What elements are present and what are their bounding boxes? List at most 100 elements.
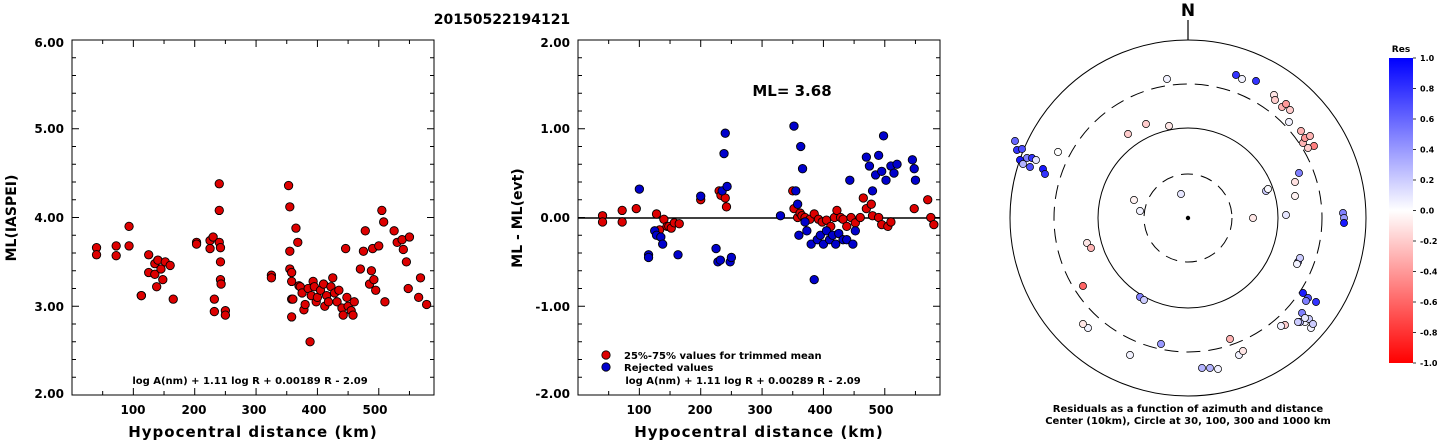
colorbar-gradient bbox=[1389, 58, 1413, 363]
y-tick-label: -2.00 bbox=[535, 387, 570, 401]
rejected-point bbox=[878, 131, 889, 141]
caption-line-1: Residuals as a function of azimuth and d… bbox=[1053, 404, 1324, 415]
data-point bbox=[342, 292, 352, 303]
y-tick-label: 4.00 bbox=[34, 211, 64, 225]
rejected-point bbox=[791, 186, 801, 196]
data-point bbox=[389, 226, 399, 236]
data-point bbox=[293, 237, 303, 248]
data-point bbox=[369, 274, 379, 285]
station-point bbox=[1304, 144, 1312, 152]
station-point bbox=[1285, 118, 1293, 126]
panel-azimuth: N Residuals as a function of azimuth and… bbox=[1009, 1, 1367, 427]
ring-30km bbox=[1143, 173, 1233, 263]
x-axis-label: Hypocentral distance (km) bbox=[634, 423, 884, 441]
rejected-point bbox=[845, 175, 855, 185]
x-tick-label: 400 bbox=[301, 403, 326, 417]
station-point bbox=[1026, 163, 1034, 171]
rejected-point bbox=[775, 211, 786, 221]
data-point bbox=[215, 243, 226, 253]
data-point bbox=[355, 264, 366, 274]
station-point bbox=[1271, 96, 1279, 104]
data-point bbox=[288, 294, 298, 304]
axis-ticks bbox=[578, 40, 940, 395]
station-point bbox=[1177, 190, 1185, 198]
trimmed-point bbox=[617, 205, 627, 216]
station-point bbox=[1163, 75, 1171, 83]
rejected-point bbox=[720, 128, 730, 138]
rejected-point bbox=[815, 230, 826, 240]
data-point bbox=[111, 241, 121, 251]
station-point bbox=[1198, 364, 1206, 372]
station-point bbox=[1011, 137, 1019, 145]
rejected-point bbox=[796, 141, 806, 152]
station-point bbox=[1126, 351, 1134, 359]
data-point bbox=[287, 312, 297, 322]
station-point bbox=[1136, 207, 1144, 215]
trimmed-point bbox=[651, 209, 662, 219]
colorbar-tick-label: -1.0 bbox=[1420, 359, 1437, 368]
station-point bbox=[1041, 170, 1049, 178]
station-point bbox=[1142, 120, 1150, 128]
rejected-point bbox=[892, 159, 902, 169]
rejected-point bbox=[797, 164, 808, 174]
y-tick-label: 5.00 bbox=[34, 122, 64, 136]
trimmed-point bbox=[597, 217, 608, 227]
data-point bbox=[215, 257, 226, 267]
data-point bbox=[124, 221, 134, 232]
data-point bbox=[156, 264, 166, 274]
ring-100km bbox=[1097, 127, 1279, 309]
rejected-point bbox=[907, 155, 918, 165]
data-point bbox=[377, 205, 387, 216]
station-point bbox=[1249, 214, 1257, 222]
rejected-point bbox=[726, 252, 737, 263]
x-tick-label: 300 bbox=[747, 403, 772, 417]
data-point bbox=[208, 232, 218, 242]
data-point bbox=[285, 202, 295, 212]
data-point bbox=[150, 269, 160, 279]
data-point bbox=[414, 292, 424, 303]
station-point bbox=[1286, 106, 1294, 114]
station-point bbox=[1282, 100, 1290, 108]
station-point bbox=[1301, 314, 1309, 322]
data-point bbox=[415, 273, 426, 283]
station-point bbox=[1291, 192, 1299, 200]
rejected-point bbox=[818, 239, 829, 249]
data-point bbox=[205, 243, 215, 254]
data-point bbox=[124, 241, 134, 251]
colorbar-tick-label: 0.0 bbox=[1420, 207, 1435, 216]
colorbar-tick-label: -0.8 bbox=[1420, 329, 1437, 338]
ring-300km bbox=[1053, 83, 1323, 353]
legend-marker-rejected bbox=[601, 362, 611, 372]
data-point bbox=[404, 232, 415, 242]
rejected-point bbox=[793, 199, 803, 209]
station-point bbox=[1294, 318, 1302, 326]
x-tick-labels: 100 200 300 400 500 bbox=[120, 403, 387, 417]
data-point bbox=[401, 257, 412, 267]
data-point bbox=[291, 223, 301, 233]
x-tick-label: 100 bbox=[120, 403, 145, 417]
station-point bbox=[1130, 196, 1138, 204]
legend: 25%-75% values for trimmed mean Rejected… bbox=[601, 350, 822, 374]
data-point bbox=[283, 180, 294, 191]
data-point bbox=[300, 299, 310, 310]
data-point bbox=[398, 244, 408, 255]
station-point bbox=[1252, 77, 1260, 85]
station-point bbox=[1295, 169, 1303, 177]
station-point bbox=[1087, 244, 1095, 252]
trimmed-point bbox=[674, 219, 684, 229]
rejected-point bbox=[861, 152, 872, 162]
data-point bbox=[209, 294, 219, 304]
station-point bbox=[1157, 340, 1165, 348]
caption-line-2: Center (10km), Circle at 30, 100, 300 an… bbox=[1045, 416, 1331, 427]
data-point bbox=[191, 239, 202, 249]
station-point bbox=[1297, 127, 1305, 135]
data-point bbox=[214, 179, 224, 189]
data-point bbox=[220, 310, 231, 320]
y-tick-label: 3.00 bbox=[34, 300, 64, 314]
data-point bbox=[371, 285, 381, 295]
rejected-point bbox=[658, 239, 668, 249]
event-id-title: 20150522194121 bbox=[434, 12, 570, 28]
station-point bbox=[1206, 364, 1214, 372]
y-tick-label: 6.00 bbox=[34, 36, 64, 50]
y-axis-label: ML - ML(evt) bbox=[510, 168, 526, 267]
